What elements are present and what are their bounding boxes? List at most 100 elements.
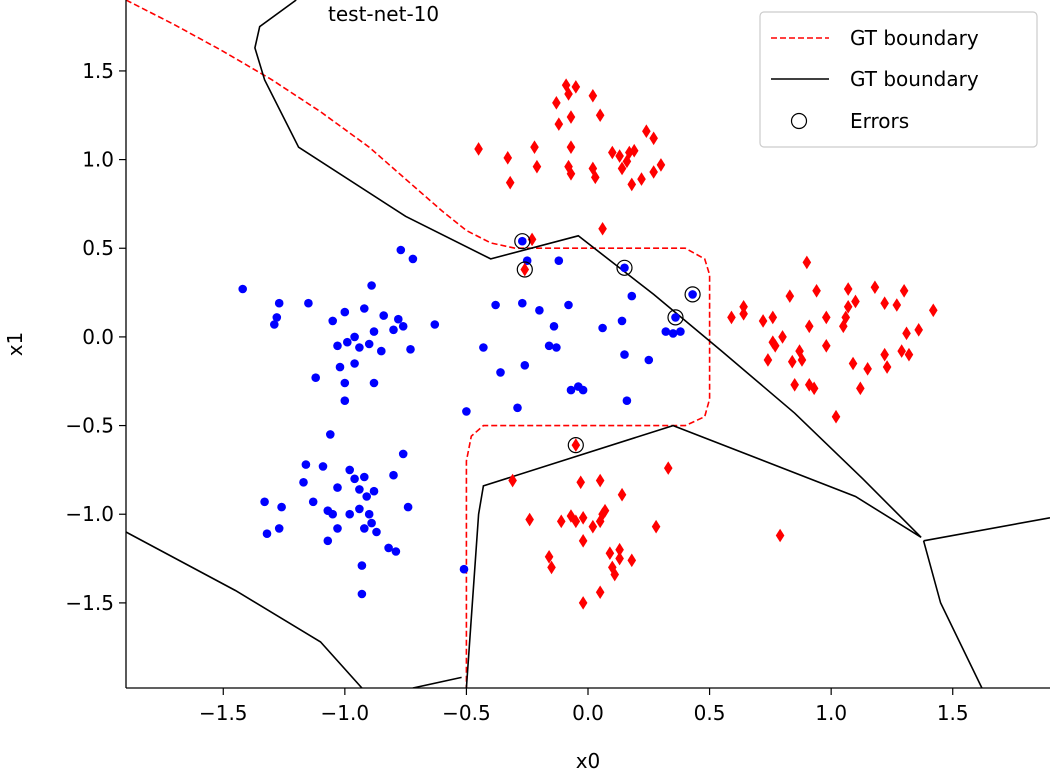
data-point-blue xyxy=(345,509,355,519)
data-point-blue xyxy=(272,313,282,322)
data-point-red xyxy=(598,507,607,522)
data-point-blue xyxy=(459,564,469,574)
data-point-red xyxy=(892,298,902,312)
data-point-blue xyxy=(335,362,345,372)
data-point-blue xyxy=(367,518,376,528)
data-point-blue xyxy=(688,290,697,299)
x-tick-label: −0.5 xyxy=(442,701,491,725)
data-point-blue xyxy=(333,524,342,533)
data-point-red xyxy=(831,409,841,424)
data-point-blue xyxy=(308,497,318,507)
data-point-red xyxy=(605,546,615,561)
data-point-red xyxy=(897,344,906,358)
data-point-red xyxy=(564,87,573,101)
data-point-red xyxy=(851,294,860,309)
data-point-red xyxy=(627,553,637,568)
data-point-red xyxy=(899,284,909,298)
data-point-red xyxy=(739,307,748,321)
data-point-blue xyxy=(396,245,406,255)
data-point-blue xyxy=(389,325,398,335)
data-point-red xyxy=(778,330,787,344)
data-point-blue xyxy=(379,311,389,320)
data-point-red xyxy=(590,170,600,185)
data-point-red xyxy=(595,108,605,123)
data-point-blue xyxy=(343,337,352,347)
data-point-red xyxy=(914,323,923,337)
data-point-blue xyxy=(513,403,522,413)
y-tick-label: 0.5 xyxy=(82,236,114,260)
error-marker xyxy=(514,233,531,250)
data-point-red xyxy=(508,473,517,488)
data-point-red xyxy=(649,131,658,146)
data-point-blue xyxy=(398,322,408,331)
data-point-blue xyxy=(360,524,369,533)
data-point-red xyxy=(637,172,646,186)
data-point-red xyxy=(663,461,673,475)
data-point-red xyxy=(595,473,605,488)
data-point-red xyxy=(642,124,651,139)
data-point-red xyxy=(530,140,539,154)
data-point-red xyxy=(770,338,780,353)
data-point-red xyxy=(839,319,848,334)
data-point-red xyxy=(571,80,581,94)
data-point-blue xyxy=(369,327,379,336)
data-point-blue xyxy=(566,385,576,395)
error-marker xyxy=(684,286,701,303)
data-point-blue xyxy=(372,527,381,537)
data-point-red xyxy=(520,262,530,277)
data-point-blue xyxy=(274,524,284,533)
data-point-red xyxy=(600,503,610,518)
data-point-blue xyxy=(333,483,342,492)
data-point-blue xyxy=(408,254,418,264)
data-point-red xyxy=(571,438,581,452)
data-point-red xyxy=(863,362,872,376)
x-tick-label: −1.5 xyxy=(199,701,248,725)
data-point-blue xyxy=(328,316,338,326)
legend-label: GT boundary xyxy=(850,67,979,91)
y-tick-label: 0.0 xyxy=(82,325,114,349)
data-point-red xyxy=(552,96,561,110)
data-point-blue xyxy=(384,543,393,553)
data-point-blue xyxy=(496,368,505,377)
data-point-red xyxy=(566,110,576,124)
x-axis-label: x0 xyxy=(576,749,601,773)
data-point-blue xyxy=(360,472,369,482)
data-point-blue xyxy=(622,396,632,406)
data-point-blue xyxy=(661,327,671,336)
data-point-red xyxy=(795,344,804,358)
data-point-red xyxy=(610,567,620,582)
data-point-blue xyxy=(518,236,527,246)
y-axis-label: x1 xyxy=(3,332,27,357)
y-tick-label: −0.5 xyxy=(65,414,114,438)
data-point-red xyxy=(615,149,624,163)
chart-title: test-net-10 xyxy=(328,2,439,26)
data-point-red xyxy=(571,514,581,529)
data-point-red xyxy=(804,319,814,334)
data-point-blue xyxy=(620,350,629,359)
error-marker xyxy=(516,261,533,278)
data-point-red xyxy=(505,175,515,190)
data-point-blue xyxy=(340,307,350,317)
data-point-red xyxy=(556,514,566,529)
data-point-red xyxy=(566,166,576,181)
data-point-blue xyxy=(549,322,559,331)
data-point-blue xyxy=(299,478,308,487)
y-tick-label: 1.0 xyxy=(82,148,114,172)
data-point-blue xyxy=(554,256,564,266)
data-point-blue xyxy=(326,430,335,439)
data-point-red xyxy=(768,310,778,325)
data-point-red xyxy=(758,314,768,328)
data-point-blue xyxy=(430,320,440,329)
data-point-blue xyxy=(364,509,374,519)
data-point-red xyxy=(763,353,773,367)
data-point-blue xyxy=(357,561,367,570)
data-point-red xyxy=(821,338,831,353)
data-point-red xyxy=(578,534,588,548)
data-point-red xyxy=(554,117,564,131)
data-point-red xyxy=(809,381,819,396)
legend-label: GT boundary xyxy=(850,26,979,50)
data-point-red xyxy=(588,519,598,534)
data-point-blue xyxy=(260,497,269,507)
data-point-red xyxy=(928,303,938,318)
data-point-red xyxy=(727,310,736,325)
